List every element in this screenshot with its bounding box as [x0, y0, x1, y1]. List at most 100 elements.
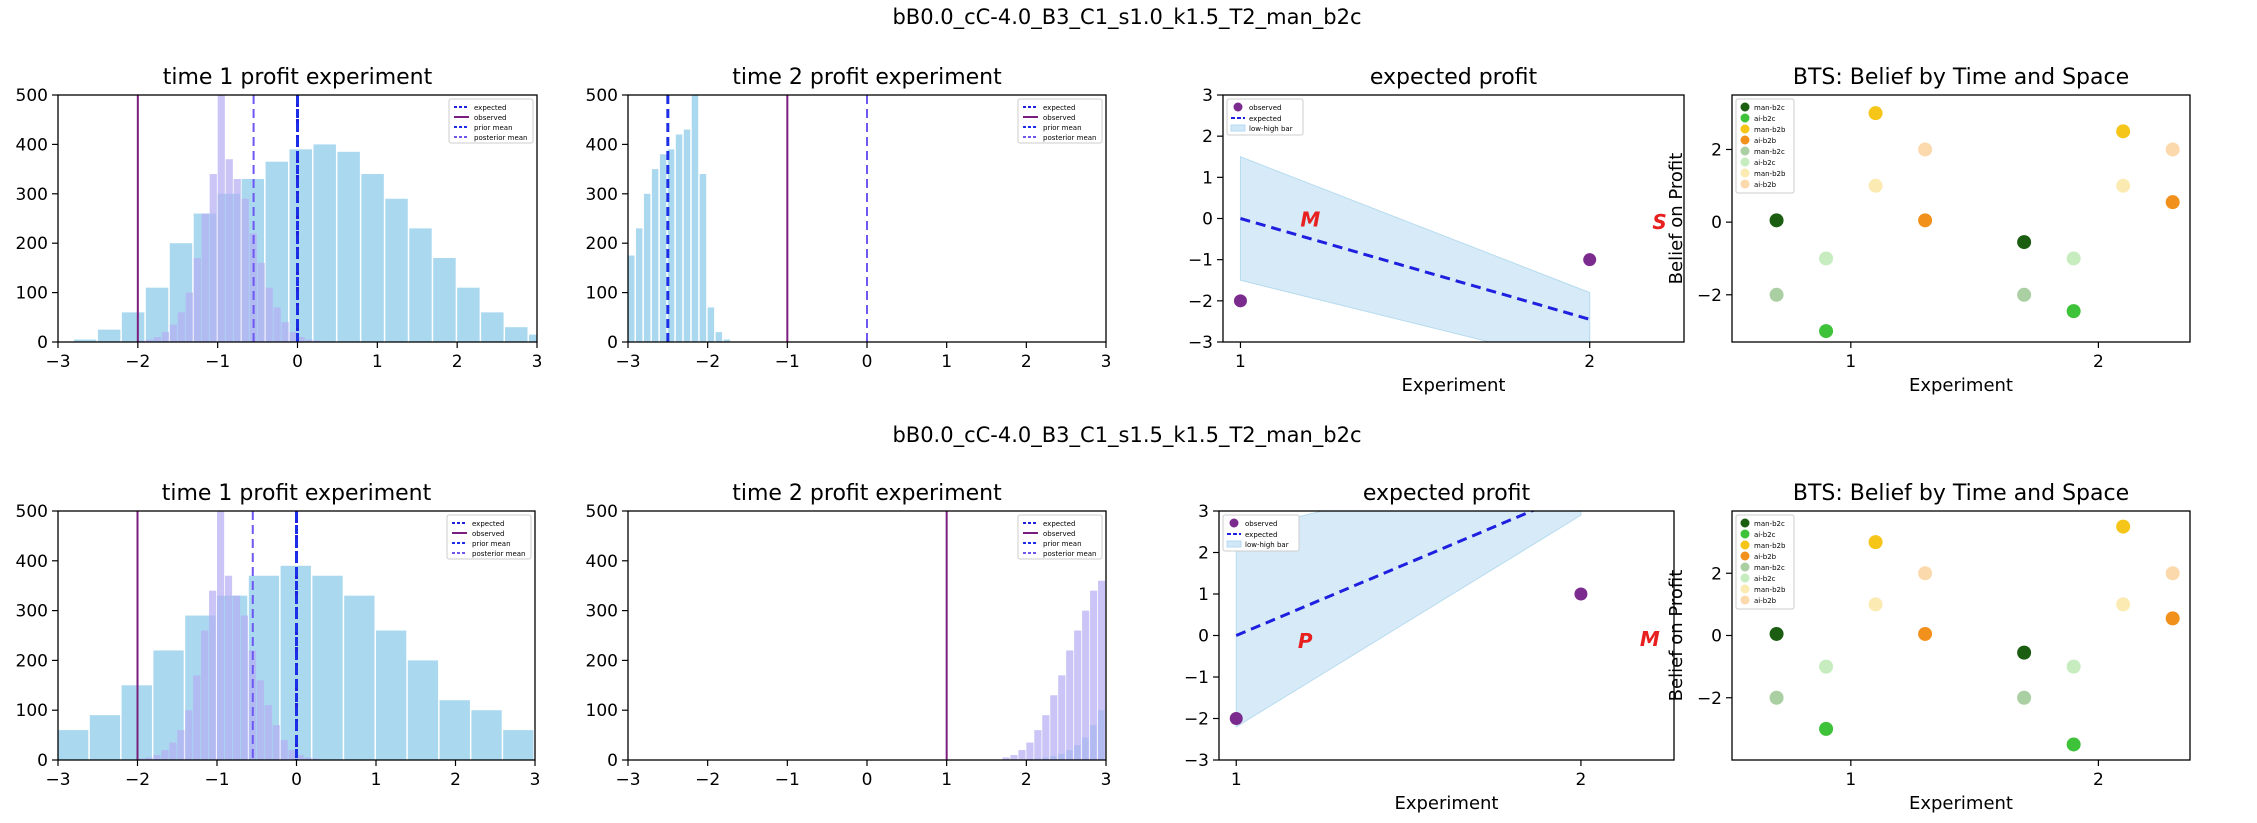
scatter-point: [1819, 721, 1834, 736]
posterior-hist-bar: [288, 750, 296, 760]
hist-bar: [89, 715, 121, 760]
x-axis-label: Experiment: [1394, 793, 1498, 814]
hist-bar: [97, 329, 121, 342]
annotation-letter: M: [1300, 208, 1320, 232]
scatter-point: [1868, 535, 1883, 550]
y-tick-label: −2: [1697, 286, 1722, 306]
y-axis-label: Belief on Profit: [1666, 153, 1687, 285]
posterior-hist-bar: [217, 511, 225, 760]
legend-swatch: [1233, 102, 1243, 112]
x-tick-label: 1: [1231, 770, 1242, 790]
plot-area: [58, 511, 534, 760]
x-tick-label: −3: [45, 352, 70, 372]
chart-title: time 1 profit experiment: [163, 65, 433, 90]
chart-title: time 2 profit experiment: [732, 65, 1002, 90]
posterior-hist-bar: [137, 340, 146, 342]
scatter-point: [1769, 626, 1784, 641]
hist-bar: [628, 255, 635, 342]
legend-label: ai-b2c: [1754, 575, 1776, 583]
x-tick-label: 0: [862, 352, 873, 372]
legend: observed expected low-high bar: [1222, 514, 1300, 552]
legend-box: [1735, 98, 1795, 194]
posterior-hist-bar: [193, 675, 201, 760]
legend-box: [1226, 98, 1304, 136]
chart-4: BTS: Belief by Time and Space man-b2c ai-b…: [1666, 65, 2191, 396]
x-tick-label: 1: [1845, 352, 1856, 372]
hist-bar: [699, 174, 707, 342]
posterior-hist-bar: [232, 595, 241, 760]
posterior-hist-bar: [240, 615, 248, 760]
legend-label: prior mean: [474, 124, 513, 132]
expected-line: [1240, 217, 1591, 321]
scatter-point: [1918, 626, 1933, 641]
posterior-hist-bar: [265, 287, 273, 342]
y-tick-label: 100: [16, 701, 48, 721]
y-tick-label: 2: [1711, 564, 1722, 584]
x-tick-label: 0: [291, 770, 302, 790]
y-axis-label: Belief on Profit: [1666, 570, 1687, 702]
hist-bar: [457, 287, 480, 342]
x-tick-label: 1: [941, 352, 952, 372]
chart-title: expected profit: [1370, 65, 1538, 90]
hist-bar: [376, 630, 407, 760]
x-axis-label: Experiment: [1401, 375, 1505, 396]
hist-bar: [73, 339, 97, 342]
observed-point: [1233, 294, 1247, 308]
legend-label: ai-b2b: [1754, 553, 1777, 561]
posterior-hist-bar: [137, 758, 145, 760]
legend: observed expected low-high bar: [1226, 98, 1304, 136]
posterior-hist-bar: [169, 742, 177, 760]
observed-point: [1574, 587, 1588, 601]
legend-swatch: [1740, 157, 1750, 167]
y-tick-label: 400: [16, 552, 48, 572]
posterior-hist-bar: [1018, 750, 1026, 760]
y-tick-label: −2: [1188, 292, 1213, 312]
scatter-point: [2066, 737, 2081, 752]
posterior-hist-bar: [257, 262, 265, 342]
x-tick-label: −3: [615, 770, 640, 790]
y-tick-label: 400: [586, 552, 618, 572]
scatter-point: [1819, 659, 1834, 674]
legend-swatch: [1740, 584, 1750, 594]
scatter-point: [1769, 287, 1784, 302]
y-tick-label: 400: [586, 135, 618, 155]
legend-label: expected: [1043, 104, 1075, 112]
posterior-hist-bar: [313, 340, 321, 342]
posterior-hist-bar: [1002, 757, 1010, 760]
y-tick-label: 400: [16, 135, 48, 155]
legend: expected observed prior mean posterior mean: [1017, 514, 1103, 560]
x-tick-label: 0: [862, 770, 873, 790]
chart-title: BTS: Belief by Time and Space: [1793, 65, 2129, 90]
axes-frame: [1731, 94, 2191, 343]
legend: expected observed prior mean posterior mean: [448, 98, 534, 144]
legend-label: man-b2c: [1754, 104, 1785, 112]
hist-bar: [635, 228, 643, 342]
hist-bar: [121, 312, 145, 342]
posterior-hist-bar: [233, 178, 241, 342]
x-axis-label: Experiment: [1909, 793, 2013, 814]
x-tick-label: 1: [1235, 352, 1246, 372]
posterior-hist-bar: [281, 322, 289, 342]
legend-label: man-b2c: [1754, 520, 1785, 528]
hist-bar: [481, 312, 504, 342]
chart-title: time 1 profit experiment: [162, 481, 432, 506]
posterior-hist-bar: [248, 650, 256, 760]
posterior-hist-bar: [217, 95, 225, 342]
scatter-point: [1918, 566, 1933, 581]
posterior-hist-bar: [1098, 580, 1106, 760]
y-tick-label: 1: [1198, 585, 1209, 605]
y-tick-label: 200: [16, 234, 48, 254]
posterior-hist-bar: [1058, 675, 1066, 760]
legend-label: low-high bar: [1245, 541, 1289, 549]
hist-bar: [145, 287, 169, 342]
legend-label: observed: [1249, 104, 1281, 112]
x-tick-label: 3: [530, 770, 541, 790]
posterior-hist-bar: [264, 705, 272, 760]
legend-swatch: [1740, 168, 1750, 178]
posterior-hist-bar: [1082, 610, 1090, 760]
legend-label: expected: [472, 520, 504, 528]
hist-bar: [675, 134, 683, 342]
scatter-point: [2017, 287, 2032, 302]
scatter-point: [2165, 611, 2180, 626]
